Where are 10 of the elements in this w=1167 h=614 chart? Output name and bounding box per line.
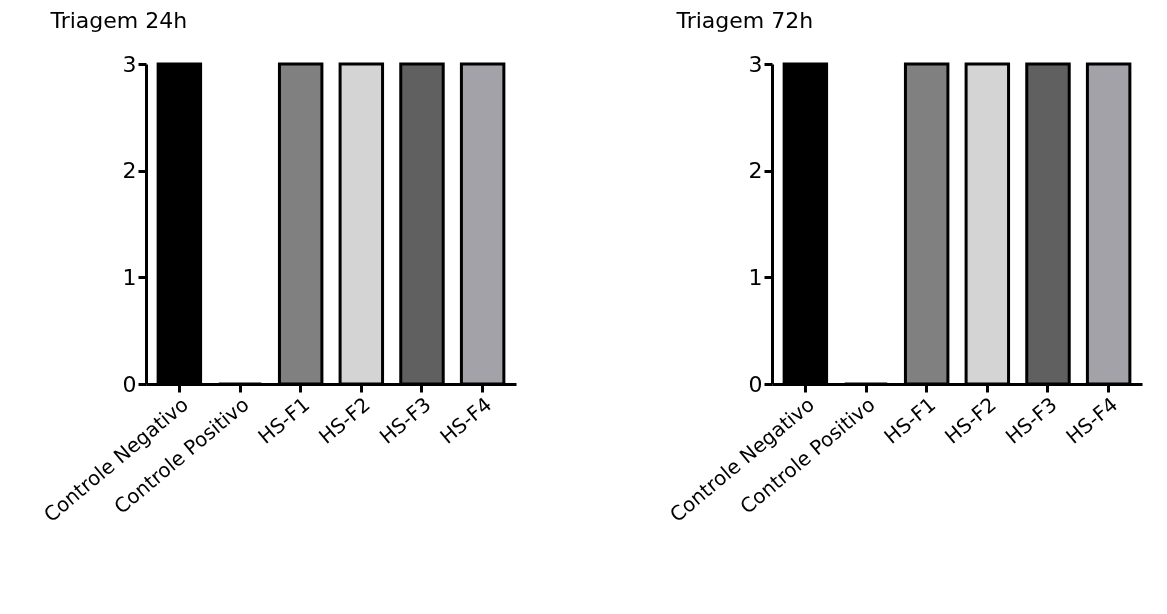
- y-tick-label: 2: [122, 158, 137, 184]
- y-tick-label: 0: [748, 371, 763, 397]
- chart-title: Triagem 24h: [49, 8, 188, 33]
- y-tick-label: 1: [122, 264, 137, 290]
- y-tick-label: 3: [748, 51, 763, 77]
- y-tick-label: 2: [748, 158, 763, 184]
- y-tick-label: 3: [122, 51, 137, 77]
- chart-title: Triagem 72h: [675, 8, 814, 33]
- y-tick-label: 0: [122, 371, 137, 397]
- y-tick-label: 1: [748, 264, 763, 290]
